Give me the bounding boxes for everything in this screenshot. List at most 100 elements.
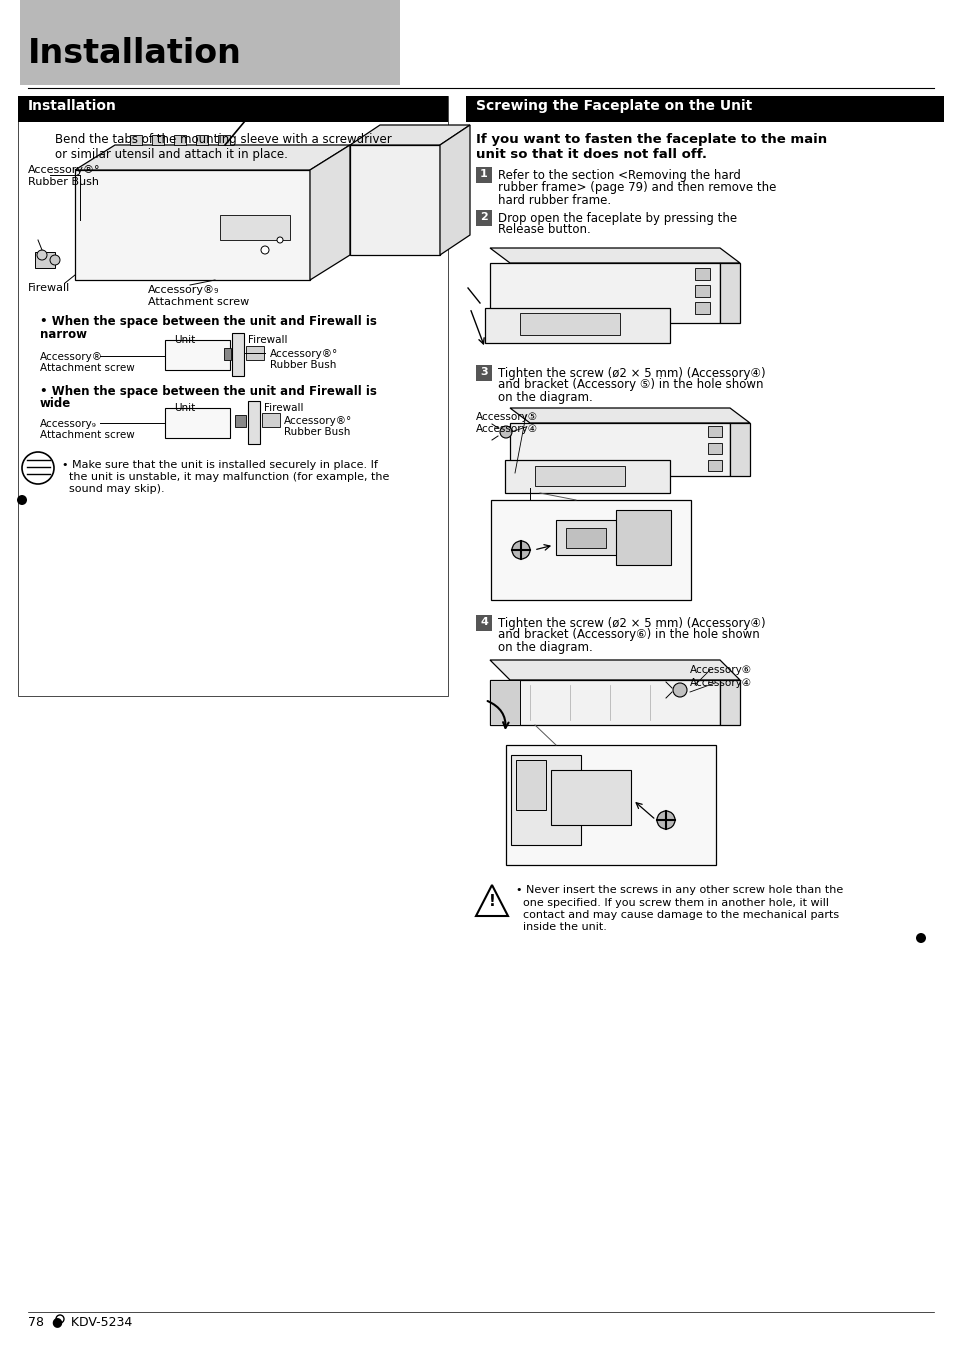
Polygon shape — [152, 135, 164, 145]
Polygon shape — [0, 0, 75, 85]
Circle shape — [672, 682, 686, 697]
Text: Firewall: Firewall — [28, 283, 71, 292]
Polygon shape — [476, 886, 507, 917]
Bar — [511, 756, 580, 845]
Text: Rubber Bush: Rubber Bush — [28, 177, 99, 187]
Bar — [519, 313, 619, 334]
Polygon shape — [35, 252, 55, 268]
Bar — [695, 302, 709, 314]
Bar — [0, 0, 20, 89]
Polygon shape — [484, 307, 669, 343]
Text: narrow: narrow — [40, 328, 87, 341]
Text: 4: 4 — [479, 617, 487, 627]
Circle shape — [50, 255, 60, 265]
Text: Accessory④: Accessory④ — [689, 678, 751, 688]
Bar — [165, 408, 230, 437]
Text: Installation: Installation — [28, 37, 242, 70]
Polygon shape — [439, 125, 470, 255]
Bar — [476, 366, 492, 380]
Text: Rubber Bush: Rubber Bush — [270, 360, 336, 370]
Polygon shape — [218, 135, 230, 145]
Bar — [556, 520, 656, 555]
Bar — [165, 340, 230, 370]
Text: Attachment screw: Attachment screw — [40, 363, 134, 372]
Text: Accessory⑤: Accessory⑤ — [476, 412, 537, 422]
Polygon shape — [490, 680, 519, 724]
Polygon shape — [490, 263, 720, 324]
Bar — [707, 460, 721, 471]
Circle shape — [276, 237, 283, 242]
Polygon shape — [356, 0, 432, 85]
Polygon shape — [350, 125, 470, 145]
Text: Rubber Bush: Rubber Bush — [284, 427, 350, 437]
Text: Accessory④: Accessory④ — [476, 424, 537, 435]
Text: Accessory®°: Accessory®° — [28, 165, 100, 175]
Bar — [565, 528, 605, 548]
Bar — [505, 745, 716, 865]
Bar — [248, 401, 260, 444]
Polygon shape — [510, 422, 729, 477]
Circle shape — [657, 811, 675, 829]
Polygon shape — [720, 680, 740, 724]
Bar — [465, 96, 943, 122]
Text: Bend the tabs of the mounting sleeve with a screwdriver: Bend the tabs of the mounting sleeve wit… — [55, 133, 392, 146]
Polygon shape — [194, 0, 270, 85]
Text: rubber frame> (page 79) and then remove the: rubber frame> (page 79) and then remove … — [497, 181, 776, 194]
Text: Attachment screw: Attachment screw — [40, 431, 134, 440]
Polygon shape — [130, 135, 142, 145]
Text: or similar utensil and attach it in place.: or similar utensil and attach it in plac… — [55, 148, 288, 161]
Polygon shape — [162, 0, 236, 85]
Text: inside the unit.: inside the unit. — [516, 922, 606, 932]
Polygon shape — [310, 145, 350, 280]
Bar — [224, 348, 231, 360]
Bar — [695, 268, 709, 280]
Text: • Make sure that the unit is installed securely in place. If: • Make sure that the unit is installed s… — [62, 460, 377, 470]
Bar — [476, 210, 492, 226]
Polygon shape — [490, 248, 740, 263]
Text: hard rubber frame.: hard rubber frame. — [497, 194, 611, 207]
Polygon shape — [350, 145, 439, 255]
Polygon shape — [330, 0, 405, 85]
Circle shape — [37, 250, 47, 260]
Text: contact and may cause damage to the mechanical parts: contact and may cause damage to the mech… — [516, 910, 839, 919]
Circle shape — [22, 452, 54, 483]
Polygon shape — [81, 0, 156, 85]
Circle shape — [261, 246, 269, 255]
Bar — [616, 510, 670, 565]
Text: and bracket (Accessory⑥) in the hole shown: and bracket (Accessory⑥) in the hole sho… — [497, 628, 759, 640]
Bar — [220, 215, 290, 240]
Bar — [262, 413, 280, 427]
Text: Release button.: Release button. — [497, 223, 590, 236]
Text: Accessory®°: Accessory®° — [284, 416, 352, 427]
Polygon shape — [275, 0, 351, 85]
Text: 78  ●  KDV-5234: 78 ● KDV-5234 — [28, 1315, 132, 1328]
Bar — [551, 770, 630, 825]
Polygon shape — [490, 680, 720, 724]
Bar — [707, 443, 721, 454]
Polygon shape — [720, 263, 740, 324]
Text: Accessory®₉: Accessory®₉ — [148, 284, 219, 295]
Bar — [246, 347, 264, 360]
Text: wide: wide — [40, 397, 71, 410]
Text: unit so that it does not fall off.: unit so that it does not fall off. — [476, 148, 706, 161]
Bar — [234, 414, 246, 427]
Polygon shape — [729, 422, 749, 477]
Text: !: ! — [488, 894, 495, 909]
Text: on the diagram.: on the diagram. — [497, 640, 592, 654]
Bar — [18, 96, 448, 122]
Circle shape — [915, 933, 925, 942]
Circle shape — [512, 542, 530, 559]
Text: sound may skip).: sound may skip). — [62, 483, 165, 494]
Text: Drop open the faceplate by pressing the: Drop open the faceplate by pressing the — [497, 213, 737, 225]
Polygon shape — [27, 0, 102, 85]
Circle shape — [56, 1315, 64, 1323]
Text: Accessory₉: Accessory₉ — [40, 418, 97, 429]
Circle shape — [17, 496, 27, 505]
Text: Tighten the screw (ø2 × 5 mm) (Accessory④): Tighten the screw (ø2 × 5 mm) (Accessory… — [497, 617, 765, 630]
Text: Refer to the section <Removing the hard: Refer to the section <Removing the hard — [497, 169, 740, 181]
Text: one specified. If you screw them in another hole, it will: one specified. If you screw them in anot… — [516, 898, 828, 909]
Circle shape — [499, 427, 512, 437]
Polygon shape — [303, 0, 377, 85]
Polygon shape — [108, 0, 183, 85]
Bar — [476, 167, 492, 183]
